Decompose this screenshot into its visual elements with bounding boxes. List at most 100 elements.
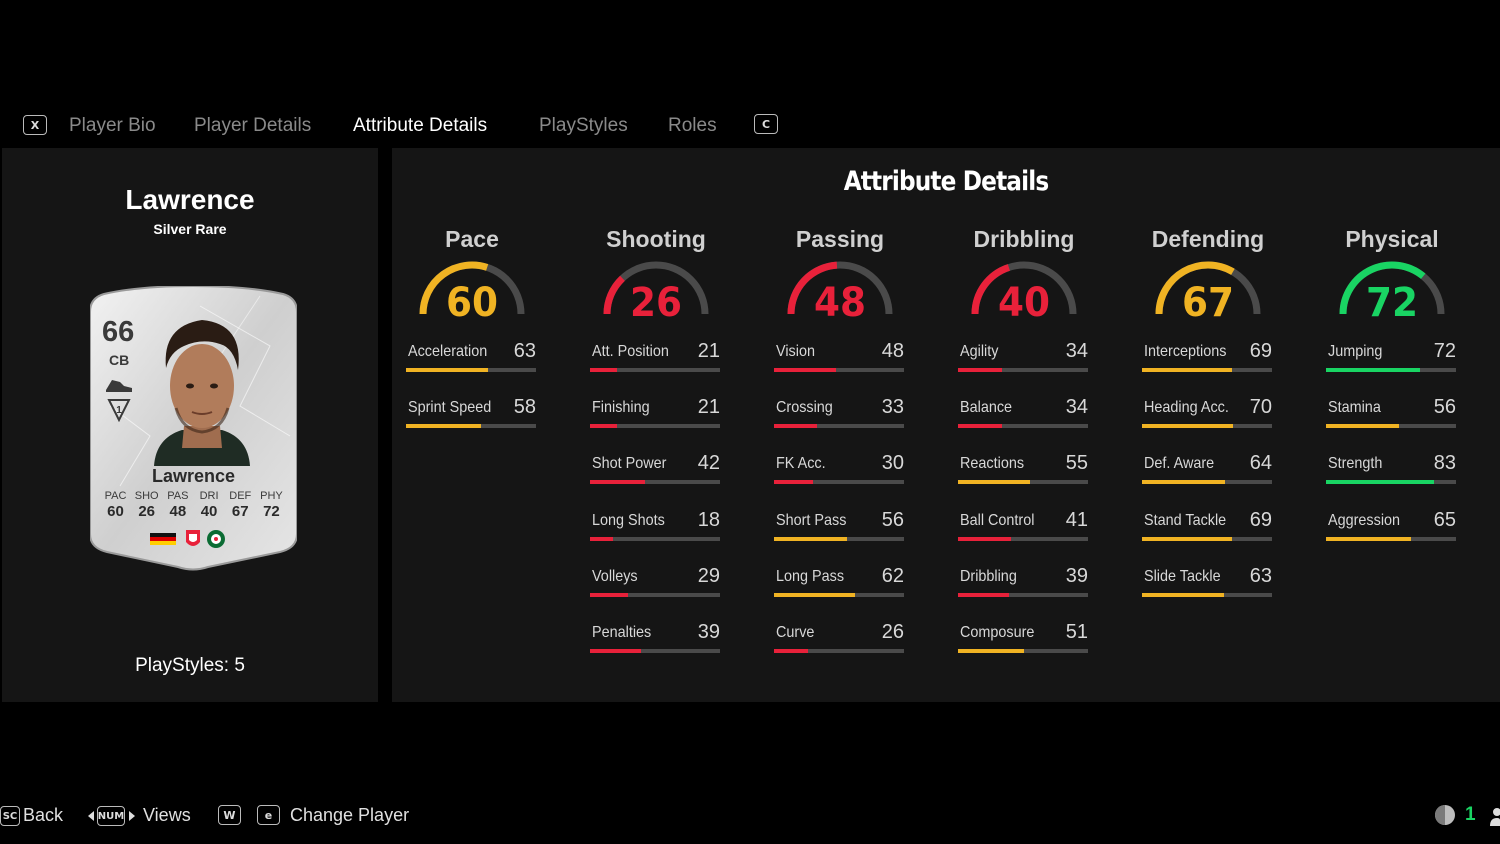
coin-icon xyxy=(1435,805,1455,825)
e-key-icon[interactable]: e xyxy=(257,805,280,825)
attribute-row[interactable]: Dribbling 39 xyxy=(958,565,1090,605)
tab-roles[interactable]: Roles xyxy=(668,115,717,136)
tab-attribute-details[interactable]: Attribute Details xyxy=(353,115,488,136)
arrow-right-icon xyxy=(129,811,135,821)
attribute-row[interactable]: Strength 83 xyxy=(1326,452,1458,492)
attribute-bar-fill xyxy=(774,593,855,597)
next-tab-key-hint[interactable]: C xyxy=(754,114,778,134)
card-stat-label: DEF xyxy=(229,490,252,502)
attribute-row[interactable]: Long Shots 18 xyxy=(590,509,722,549)
attribute-name: Balance xyxy=(960,399,1013,416)
attribute-bar-fill xyxy=(958,593,1009,597)
attribute-bar-fill xyxy=(590,593,628,597)
attribute-row[interactable]: Slide Tackle 63 xyxy=(1142,565,1274,605)
attribute-value: 34 xyxy=(1065,340,1088,362)
attribute-bar-track xyxy=(958,368,1088,372)
category-rating: 67 xyxy=(1182,280,1234,320)
league-logo-icon xyxy=(186,530,200,546)
attribute-value: 39 xyxy=(697,621,720,643)
attribute-row[interactable]: Composure 51 xyxy=(958,621,1090,661)
germany-flag-icon xyxy=(150,533,176,545)
attribute-row[interactable]: Crossing 33 xyxy=(774,396,906,436)
card-stats-row: PAC 60 SHO 26 PAS 48 DRI 40 DEF 67 PHY 72 xyxy=(100,490,287,520)
attribute-row[interactable]: Sprint Speed 58 xyxy=(406,396,538,436)
playstyle-icon: 1 xyxy=(107,399,131,422)
attribute-bar-fill xyxy=(590,368,618,372)
attribute-row[interactable]: FK Acc. 30 xyxy=(774,452,906,492)
attribute-bar-fill xyxy=(774,649,808,653)
attribute-row[interactable]: Acceleration 63 xyxy=(406,340,538,380)
attribute-value: 56 xyxy=(1433,396,1456,418)
attribute-bar-track xyxy=(958,593,1088,597)
attribute-row[interactable]: Volleys 29 xyxy=(590,565,722,605)
tab-playstyles[interactable]: PlayStyles xyxy=(539,115,628,136)
attribute-row[interactable]: Def. Aware 64 xyxy=(1142,452,1274,492)
change-player-button[interactable]: Change Player xyxy=(290,805,410,825)
attribute-value: 55 xyxy=(1065,452,1088,474)
attribute-row[interactable]: Heading Acc. 70 xyxy=(1142,396,1274,436)
attribute-row[interactable]: Curve 26 xyxy=(774,621,906,661)
tab-player-bio[interactable]: Player Bio xyxy=(69,115,156,136)
prev-tab-key-hint[interactable]: X xyxy=(23,115,47,135)
attribute-name: Short Pass xyxy=(776,512,847,529)
attribute-bar-track xyxy=(590,368,720,372)
attribute-row[interactable]: Stamina 56 xyxy=(1326,396,1458,436)
user-icon xyxy=(1490,808,1500,826)
attribute-bar-track xyxy=(1326,480,1456,484)
attribute-bar-fill xyxy=(958,649,1025,653)
player-card[interactable]: 66 CB 1 Lawrence PAC 60 SHO 26 PAS 48 DRI 40… xyxy=(90,286,297,572)
back-button[interactable]: Back xyxy=(23,805,64,825)
attribute-bar-fill xyxy=(590,649,641,653)
attribute-value: 48 xyxy=(881,340,904,362)
attribute-row[interactable]: Shot Power 42 xyxy=(590,452,722,492)
attribute-name: Att. Position xyxy=(592,343,669,360)
card-position: CB xyxy=(109,352,130,368)
attribute-bar-fill xyxy=(958,537,1012,541)
numpad-key-icon[interactable]: NUM xyxy=(97,806,125,826)
views-button[interactable]: Views xyxy=(143,805,191,825)
attribute-row[interactable]: Short Pass 56 xyxy=(774,509,906,549)
card-stat-phy: PHY 72 xyxy=(256,490,287,520)
attribute-bar-track xyxy=(958,537,1088,541)
attribute-bar-track xyxy=(1142,424,1272,428)
attribute-row[interactable]: Interceptions 69 xyxy=(1142,340,1274,380)
attribute-bar-track xyxy=(590,480,720,484)
attribute-row[interactable]: Ball Control 41 xyxy=(958,509,1090,549)
tab-player-details[interactable]: Player Details xyxy=(194,115,312,136)
attribute-bar-track xyxy=(590,649,720,653)
category-rating: 40 xyxy=(998,280,1050,320)
category-gauge-defending: 67 xyxy=(1155,261,1261,320)
attribute-bar-fill xyxy=(1142,424,1233,428)
attribute-row[interactable]: Agility 34 xyxy=(958,340,1090,380)
attribute-bar-track xyxy=(406,424,536,428)
card-stat-dri: DRI 40 xyxy=(194,490,225,520)
attribute-name: Curve xyxy=(776,624,815,641)
w-key-icon[interactable]: W xyxy=(218,805,241,825)
attribute-row[interactable]: Finishing 21 xyxy=(590,396,722,436)
attribute-row[interactable]: Long Pass 62 xyxy=(774,565,906,605)
attribute-bar-track xyxy=(1142,537,1272,541)
card-stat-label: DRI xyxy=(199,490,219,502)
escape-key-icon[interactable]: SC xyxy=(0,806,20,826)
card-stat-value: 60 xyxy=(107,503,124,520)
attribute-row[interactable]: Aggression 65 xyxy=(1326,509,1458,549)
attribute-row[interactable]: Penalties 39 xyxy=(590,621,722,661)
attribute-value: 21 xyxy=(697,340,720,362)
attribute-bar-track xyxy=(774,593,904,597)
attribute-row[interactable]: Vision 48 xyxy=(774,340,906,380)
attribute-value: 72 xyxy=(1433,340,1456,362)
attribute-row[interactable]: Jumping 72 xyxy=(1326,340,1458,380)
attribute-row[interactable]: Reactions 55 xyxy=(958,452,1090,492)
attribute-bar-fill xyxy=(774,480,813,484)
attribute-value: 69 xyxy=(1249,509,1272,531)
attribute-bar-fill xyxy=(958,424,1003,428)
attribute-bar-track xyxy=(406,368,536,372)
attribute-row[interactable]: Balance 34 xyxy=(958,396,1090,436)
card-stat-value: 67 xyxy=(231,503,249,520)
attribute-row[interactable]: Att. Position 21 xyxy=(590,340,722,380)
category-rating: 72 xyxy=(1366,280,1418,320)
card-stat-sho: SHO 26 xyxy=(131,490,162,520)
attribute-name: Ball Control xyxy=(960,512,1035,529)
attribute-value: 83 xyxy=(1433,452,1456,474)
attribute-row[interactable]: Stand Tackle 69 xyxy=(1142,509,1274,549)
